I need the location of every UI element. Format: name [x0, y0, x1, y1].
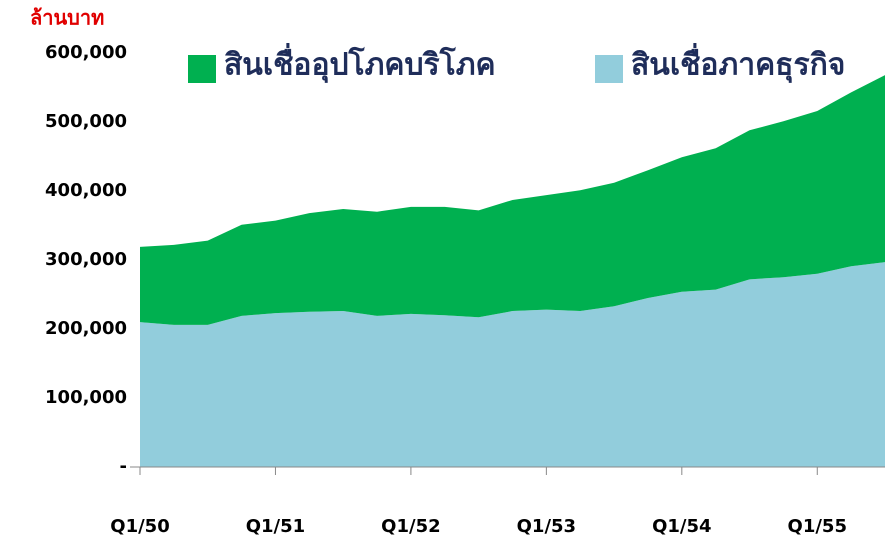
x-tick-label: Q1/51 [246, 516, 305, 537]
legend-label: สินเชื่ออุปโภคบริโภค [224, 43, 496, 84]
y-tick-label: 200,000 [45, 318, 127, 339]
area [140, 262, 885, 467]
y-unit-label: ล้านบาท [30, 6, 104, 30]
legend-swatch [595, 55, 623, 83]
y-tick-label: 300,000 [45, 249, 127, 270]
x-tick-label: Q1/53 [517, 516, 576, 537]
legend-label: สินเชื่อภาคธุรกิจ [631, 43, 845, 84]
legend-swatch [188, 55, 216, 83]
y-tick-label: 500,000 [45, 111, 127, 132]
x-tick-label: Q1/55 [788, 516, 847, 537]
y-tick-label: 600,000 [45, 42, 127, 63]
y-tick-label: - [120, 456, 127, 477]
y-tick-label: 100,000 [45, 387, 127, 408]
x-tick-label: Q1/54 [652, 516, 711, 537]
x-tick-label: Q1/52 [381, 516, 440, 537]
y-tick-label: 400,000 [45, 180, 127, 201]
x-tick-label: Q1/50 [110, 516, 169, 537]
area [140, 75, 885, 325]
